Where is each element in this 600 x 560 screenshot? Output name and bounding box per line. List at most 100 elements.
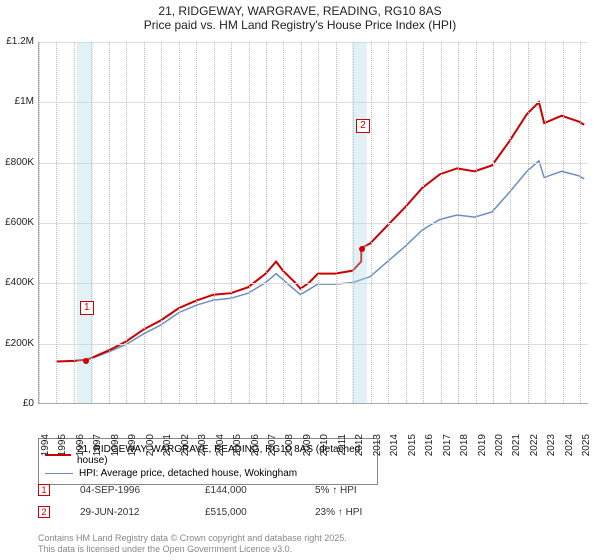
- gridline-v: [301, 42, 302, 403]
- sale-delta: 5% ↑ HPI: [315, 485, 357, 496]
- sale-price: £515,000: [205, 507, 285, 518]
- x-axis-label: 1998: [110, 434, 121, 462]
- gridline-v: [39, 42, 40, 403]
- gridline-v: [126, 42, 127, 403]
- x-axis-label: 2013: [372, 434, 383, 462]
- x-axis-label: 2018: [459, 434, 470, 462]
- x-axis-label: 2020: [494, 434, 505, 462]
- sale-price: £144,000: [205, 485, 285, 496]
- gridline-v: [388, 42, 389, 403]
- x-axis-label: 2006: [250, 434, 261, 462]
- gridline-v: [580, 42, 581, 403]
- x-axis-label: 2007: [267, 434, 278, 462]
- highlight-band: [77, 42, 93, 403]
- gridline-v: [406, 42, 407, 403]
- footer-attribution: Contains HM Land Registry data © Crown c…: [38, 533, 347, 556]
- gridline-v: [109, 42, 110, 403]
- gridline-v: [56, 42, 57, 403]
- x-axis-label: 2014: [389, 434, 400, 462]
- gridline-v: [545, 42, 546, 403]
- x-axis-label: 1994: [40, 434, 51, 462]
- gridline-v: [318, 42, 319, 403]
- gridline-h: [39, 344, 588, 345]
- chart-plot-area: 12: [38, 42, 588, 404]
- y-axis-label: £800K: [0, 157, 34, 168]
- x-axis-label: 2010: [319, 434, 330, 462]
- sale-row-marker: 2: [38, 506, 50, 518]
- gridline-h: [39, 283, 588, 284]
- gridline-v: [214, 42, 215, 403]
- title-line-2: Price paid vs. HM Land Registry's House …: [0, 18, 600, 32]
- gridline-v: [563, 42, 564, 403]
- x-axis-label: 2017: [442, 434, 453, 462]
- x-axis-label: 2022: [529, 434, 540, 462]
- highlight-band: [352, 42, 368, 403]
- sale-marker-box: 2: [356, 119, 370, 133]
- gridline-v: [510, 42, 511, 403]
- legend-label: HPI: Average price, detached house, Woki…: [79, 468, 297, 479]
- y-axis-label: £200K: [0, 338, 34, 349]
- gridline-v: [161, 42, 162, 403]
- gridline-v: [179, 42, 180, 403]
- x-axis-label: 1999: [127, 434, 138, 462]
- x-axis-label: 2024: [564, 434, 575, 462]
- gridline-v: [528, 42, 529, 403]
- y-axis-label: £0: [0, 398, 34, 409]
- x-axis-label: 2011: [337, 434, 348, 462]
- x-axis-label: 2015: [407, 434, 418, 462]
- gridline-v: [74, 42, 75, 403]
- x-axis-label: 2012: [354, 434, 365, 462]
- x-axis-label: 2001: [162, 434, 173, 462]
- gridline-v: [144, 42, 145, 403]
- x-axis-label: 2004: [215, 434, 226, 462]
- x-axis-label: 2021: [511, 434, 522, 462]
- x-axis-label: 2005: [232, 434, 243, 462]
- x-axis-label: 2000: [145, 434, 156, 462]
- series-price_paid: [57, 102, 585, 361]
- gridline-v: [336, 42, 337, 403]
- x-axis-label: 2019: [477, 434, 488, 462]
- x-axis-label: 2009: [302, 434, 313, 462]
- gridline-v: [283, 42, 284, 403]
- sale-marker-dot: [83, 358, 89, 364]
- x-axis-label: 2008: [284, 434, 295, 462]
- gridline-v: [371, 42, 372, 403]
- sale-marker-box: 1: [80, 301, 94, 315]
- sale-date: 29-JUN-2012: [80, 507, 175, 518]
- x-axis-label: 1995: [57, 434, 68, 462]
- footer-line-1: Contains HM Land Registry data © Crown c…: [38, 533, 347, 545]
- x-axis-label: 2003: [197, 434, 208, 462]
- gridline-v: [458, 42, 459, 403]
- gridline-v: [249, 42, 250, 403]
- y-axis-label: £1M: [0, 96, 34, 107]
- y-axis-label: £1.2M: [0, 36, 34, 47]
- gridline-v: [493, 42, 494, 403]
- footer-line-2: This data is licensed under the Open Gov…: [38, 544, 347, 556]
- gridline-v: [231, 42, 232, 403]
- sale-row-marker: 1: [38, 484, 50, 496]
- gridline-v: [196, 42, 197, 403]
- x-axis-label: 2025: [581, 434, 592, 462]
- x-axis-label: 2016: [424, 434, 435, 462]
- x-axis-label: 2023: [546, 434, 557, 462]
- y-axis-label: £600K: [0, 217, 34, 228]
- sale-marker-dot: [359, 246, 365, 252]
- legend-swatch: [45, 473, 73, 475]
- sale-row: 1 04-SEP-1996 £144,000 5% ↑ HPI: [38, 484, 578, 496]
- title-line-1: 21, RIDGEWAY, WARGRAVE, READING, RG10 8A…: [0, 4, 600, 18]
- sale-row: 2 29-JUN-2012 £515,000 23% ↑ HPI: [38, 506, 578, 518]
- y-axis-label: £400K: [0, 277, 34, 288]
- gridline-v: [441, 42, 442, 403]
- sale-date: 04-SEP-1996: [80, 485, 175, 496]
- gridline-h: [39, 163, 588, 164]
- gridline-h: [39, 102, 588, 103]
- gridline-h: [39, 223, 588, 224]
- gridline-v: [476, 42, 477, 403]
- gridline-v: [423, 42, 424, 403]
- sale-delta: 23% ↑ HPI: [315, 507, 362, 518]
- x-axis-label: 2002: [180, 434, 191, 462]
- chart-title: 21, RIDGEWAY, WARGRAVE, READING, RG10 8A…: [0, 0, 600, 34]
- gridline-v: [266, 42, 267, 403]
- x-axis-label: 1997: [92, 434, 103, 462]
- gridline-h: [39, 42, 588, 43]
